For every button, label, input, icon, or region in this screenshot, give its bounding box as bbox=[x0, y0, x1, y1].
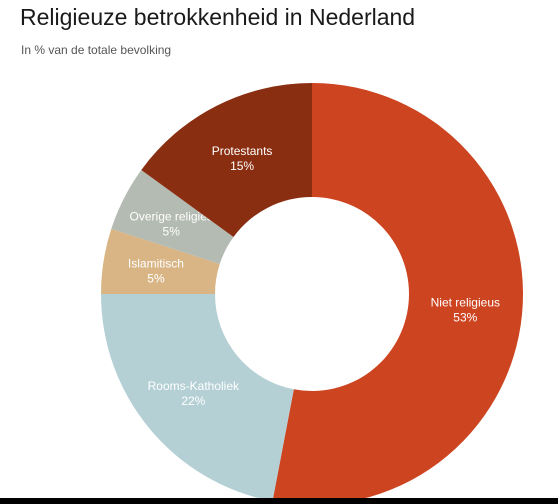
slice-label-overige-religies: Overige religies bbox=[130, 209, 213, 223]
slice-label-niet-religieus: Niet religieus bbox=[431, 295, 500, 309]
slice-value-islamitisch: 5% bbox=[147, 271, 165, 285]
bottom-border bbox=[0, 498, 558, 504]
slice-islamitisch bbox=[101, 228, 220, 294]
slice-overige-religies bbox=[111, 169, 234, 265]
slice-label-islamitisch: Islamitisch bbox=[128, 256, 184, 270]
slice-value-protestants: 15% bbox=[230, 159, 254, 173]
slice-label-protestants: Protestants bbox=[212, 144, 273, 158]
chart-title: Religieuze betrokkenheid in Nederland bbox=[20, 4, 416, 30]
slice-value-overige-religies: 5% bbox=[163, 224, 181, 238]
slice-protestants bbox=[141, 82, 312, 237]
chart-subtitle: In % van de totale bevolking bbox=[21, 43, 172, 57]
slice-value-niet-religieus: 53% bbox=[453, 310, 477, 324]
slice-label-rooms-katholiek: Rooms-Katholiek bbox=[148, 379, 240, 393]
slice-rooms-katholiek bbox=[101, 294, 294, 502]
slice-niet-religieus bbox=[272, 83, 523, 504]
slice-value-rooms-katholiek: 22% bbox=[181, 394, 205, 408]
